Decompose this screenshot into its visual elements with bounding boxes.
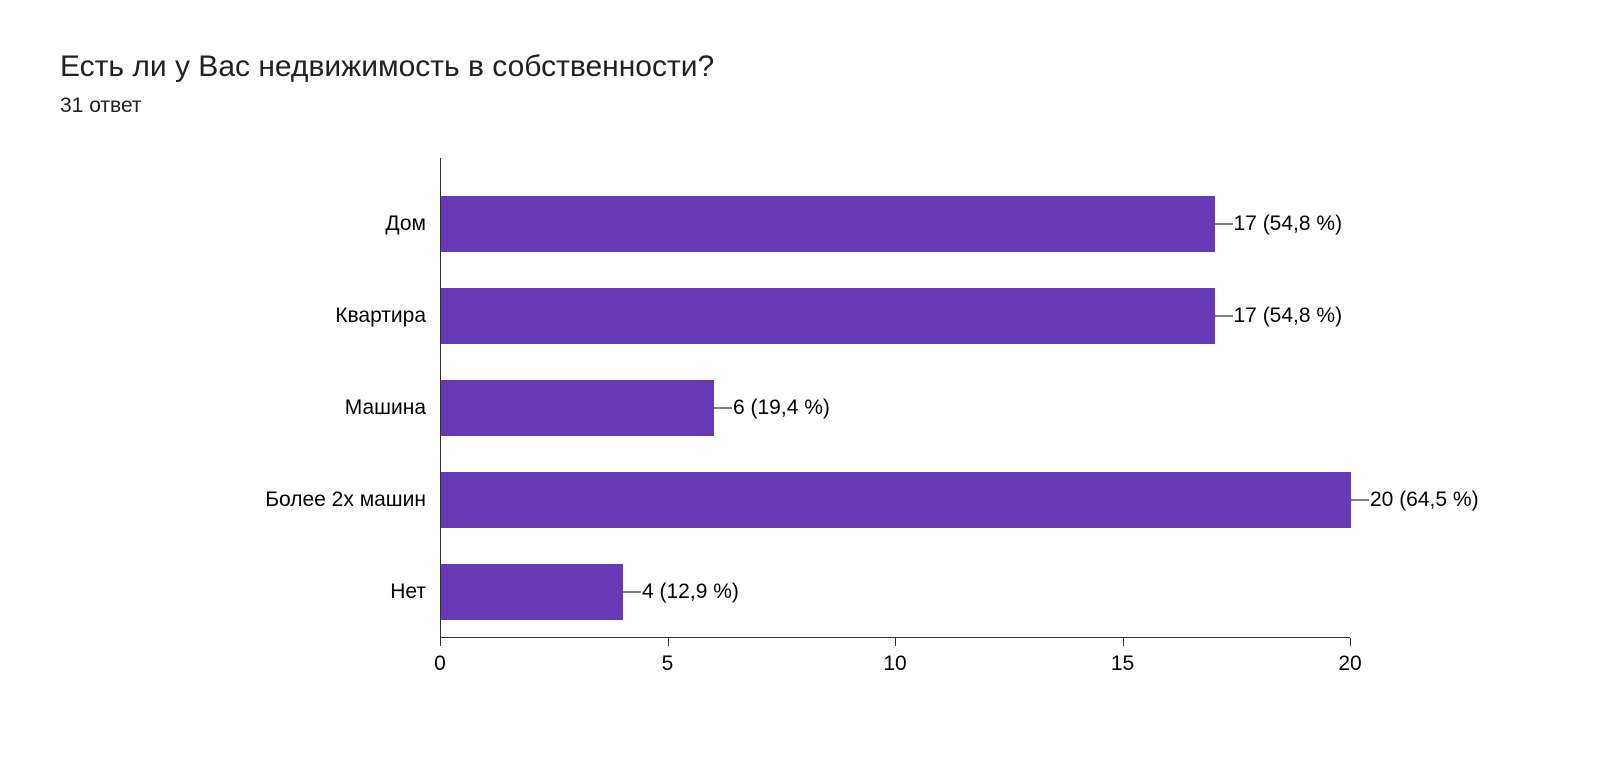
x-tick-label: 0 <box>434 638 446 676</box>
bar-row: 17 (54,8 %)Дом <box>440 196 1350 252</box>
y-category-label: Нет <box>390 580 440 604</box>
x-tick-label: 5 <box>662 638 674 676</box>
chart-subtitle: 31 ответ <box>60 94 1540 118</box>
x-tick-label: 15 <box>1111 638 1134 676</box>
x-tick-label: 20 <box>1338 638 1361 676</box>
bar-value-connector <box>1351 500 1369 501</box>
chart-area: 0510152017 (54,8 %)Дом17 (54,8 %)Квартир… <box>60 158 1540 698</box>
bar <box>441 380 714 436</box>
y-category-label: Более 2х машин <box>265 488 440 512</box>
y-category-label: Квартира <box>335 304 440 328</box>
chart-plot: 0510152017 (54,8 %)Дом17 (54,8 %)Квартир… <box>440 158 1350 638</box>
bar-value-label: 6 (19,4 %) <box>733 396 830 420</box>
bar-value-connector <box>623 592 641 593</box>
bar-row: 20 (64,5 %)Более 2х машин <box>440 472 1350 528</box>
bar <box>441 564 623 620</box>
bar-value-connector <box>714 408 732 409</box>
bar-row: 17 (54,8 %)Квартира <box>440 288 1350 344</box>
bar-value-label: 4 (12,9 %) <box>642 580 739 604</box>
bar <box>441 472 1351 528</box>
x-tick-label: 10 <box>883 638 906 676</box>
bar <box>441 196 1215 252</box>
y-category-label: Дом <box>385 212 440 236</box>
bar-value-label: 17 (54,8 %) <box>1234 304 1343 328</box>
chart-title: Есть ли у Вас недвижимость в собственнос… <box>60 50 1540 84</box>
bar-row: 6 (19,4 %)Машина <box>440 380 1350 436</box>
bar-value-label: 20 (64,5 %) <box>1370 488 1479 512</box>
bar-value-label: 17 (54,8 %) <box>1234 212 1343 236</box>
bar-value-connector <box>1215 224 1233 225</box>
bar <box>441 288 1215 344</box>
bar-value-connector <box>1215 316 1233 317</box>
y-category-label: Машина <box>345 396 440 420</box>
bar-row: 4 (12,9 %)Нет <box>440 564 1350 620</box>
chart-container: Есть ли у Вас недвижимость в собственнос… <box>0 0 1600 761</box>
